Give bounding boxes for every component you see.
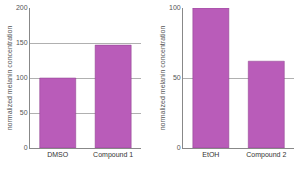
svg-text:normalized melanin concentrati: normalized melanin concentration bbox=[159, 26, 166, 131]
svg-text:0: 0 bbox=[24, 144, 28, 151]
svg-text:50: 50 bbox=[173, 74, 181, 81]
svg-text:Compound 1: Compound 1 bbox=[93, 151, 133, 159]
svg-text:0: 0 bbox=[177, 144, 181, 151]
svg-text:50: 50 bbox=[20, 109, 28, 116]
svg-text:150: 150 bbox=[16, 39, 28, 46]
svg-text:EtOH: EtOH bbox=[202, 151, 219, 158]
svg-text:200: 200 bbox=[16, 4, 28, 11]
svg-text:100: 100 bbox=[16, 74, 28, 81]
svg-text:100: 100 bbox=[169, 4, 181, 11]
svg-text:Compound 2: Compound 2 bbox=[246, 151, 286, 159]
svg-text:DMSO: DMSO bbox=[47, 151, 69, 158]
svg-text:normalized melanin concentrati: normalized melanin concentration bbox=[6, 26, 13, 131]
